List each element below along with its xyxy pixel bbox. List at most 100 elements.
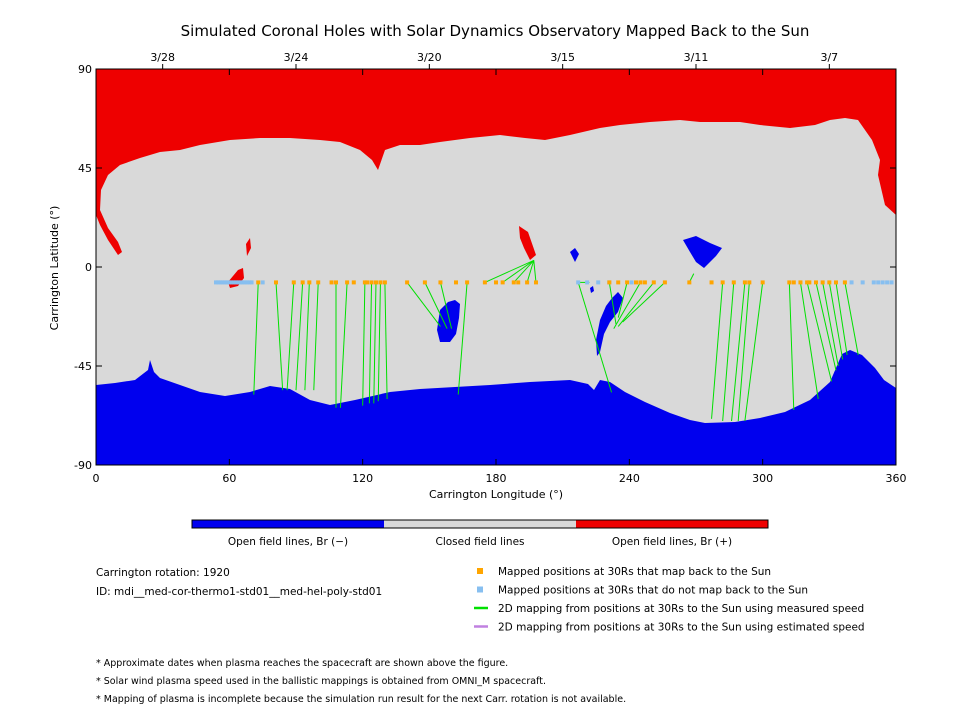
footnote: * Approximate dates when plasma reaches …: [96, 658, 508, 669]
mapped-point: [798, 280, 803, 285]
positive-island-center: [519, 226, 536, 260]
not-mapped-point: [222, 280, 227, 285]
mapping-line: [526, 260, 535, 283]
mapping-line: [253, 282, 259, 395]
mapped-point: [382, 280, 387, 285]
mapping-line: [457, 282, 468, 395]
not-mapped-point: [242, 280, 247, 285]
mapping-line: [617, 282, 628, 318]
mapping-line: [502, 259, 535, 283]
mapped-point: [374, 280, 378, 285]
negative-hole-equatorial: [683, 236, 722, 268]
mapped-point: [634, 280, 638, 285]
mapped-point: [662, 280, 667, 285]
mapped-point: [422, 280, 427, 285]
mapped-points: [214, 280, 894, 285]
mapped-point: [482, 280, 487, 285]
y-axis-label: Carrington Latitude (°): [48, 206, 61, 331]
mapping-line: [622, 282, 666, 323]
mapped-point: [362, 280, 367, 285]
date-tick-label: 3/20: [417, 51, 442, 64]
y-tick-label: -90: [74, 459, 92, 472]
mapped-point: [651, 280, 656, 285]
not-mapped-point: [220, 280, 225, 285]
mapped-point: [607, 280, 612, 285]
mapping-line: [608, 282, 617, 325]
not-mapped-point: [576, 280, 581, 285]
mapped-point: [405, 280, 410, 285]
mapped-point: [687, 280, 692, 285]
legend-label-estimated: 2D mapping from positions at 30Rs to the…: [498, 622, 865, 634]
mapped-point: [334, 280, 338, 285]
x-tick-label: 180: [486, 472, 507, 485]
mapping-line: [806, 282, 833, 382]
not-mapped-point: [240, 280, 245, 285]
mapped-point: [625, 280, 630, 285]
mapping-line: [711, 282, 724, 419]
negative-polar-hole: [96, 350, 896, 465]
mapping-line: [362, 282, 366, 406]
mapped-point: [365, 280, 370, 285]
y-tick-label: 45: [78, 162, 92, 175]
mapping-line: [406, 282, 441, 327]
mapping-lines: [253, 259, 859, 422]
positive-polar-hole: [96, 69, 896, 255]
colorbar-label: Open field lines, Br (+): [612, 536, 732, 548]
not-mapped-point: [880, 280, 885, 285]
colorbar-label: Open field lines, Br (−): [228, 536, 348, 548]
not-mapped-point: [245, 280, 250, 285]
mapped-point: [511, 280, 516, 285]
not-mapped-point: [218, 280, 223, 285]
colorbar-frame: [191, 519, 769, 529]
mapping-line: [799, 282, 819, 400]
mapping-line: [424, 282, 448, 329]
negative-hole-center: [437, 300, 460, 342]
colorbar-segment: [576, 520, 768, 528]
mapped-point: [834, 280, 838, 285]
not-mapped-point: [227, 280, 232, 285]
mapped-point: [316, 280, 321, 285]
not-mapped-point: [849, 280, 854, 285]
legend-label-mapped: Mapped positions at 30Rs that map back t…: [498, 566, 771, 578]
mapped-point: [791, 280, 796, 285]
mapping-line: [815, 282, 837, 371]
mapped-point: [500, 280, 505, 285]
colorbar-segment: [192, 520, 384, 528]
not-mapped-point: [229, 280, 234, 285]
mapping-line: [513, 260, 535, 283]
legend: Mapped positions at 30Rs that map back t…: [474, 566, 865, 634]
mapping-line: [731, 282, 746, 422]
mapped-point: [709, 280, 714, 285]
mapped-point: [256, 280, 261, 285]
mapping-line: [822, 282, 839, 367]
mapped-point: [291, 280, 296, 285]
mapped-point: [351, 280, 356, 285]
not-mapped-point: [231, 280, 236, 285]
mapped-point: [805, 280, 810, 285]
mapping-line: [384, 282, 388, 400]
not-mapped-point: [238, 280, 243, 285]
negative-hole-tongue: [596, 292, 623, 356]
footnotes: * Approximate dates when plasma reaches …: [96, 658, 626, 705]
mapped-point: [329, 280, 334, 285]
positive-island-ne: [885, 148, 895, 162]
x-axis-label: Carrington Longitude (°): [429, 488, 563, 501]
simulation-id-label: ID: mdi__med-cor-thermo1-std01__med-hel-…: [96, 586, 382, 598]
mapping-line: [339, 282, 348, 408]
not-mapped-point: [225, 280, 230, 285]
not-mapped-point: [234, 280, 238, 285]
not-mapped-point: [247, 280, 252, 285]
not-mapped-point: [249, 280, 254, 285]
mapping-line: [828, 282, 844, 360]
mapping-line: [286, 282, 295, 391]
mapped-point: [638, 280, 643, 285]
mapped-point: [787, 280, 792, 285]
mapping-line: [368, 282, 373, 404]
legend-label-not_mapped: Mapped positions at 30Rs that do not map…: [498, 585, 808, 597]
negative-hole-dot: [590, 286, 594, 293]
not-mapped-point: [876, 280, 881, 285]
mapping-line: [377, 282, 381, 402]
x-tick-label: 120: [352, 472, 373, 485]
date-axis: 3/28 3/24 3/20 3/15 3/11 3/7: [150, 51, 838, 69]
